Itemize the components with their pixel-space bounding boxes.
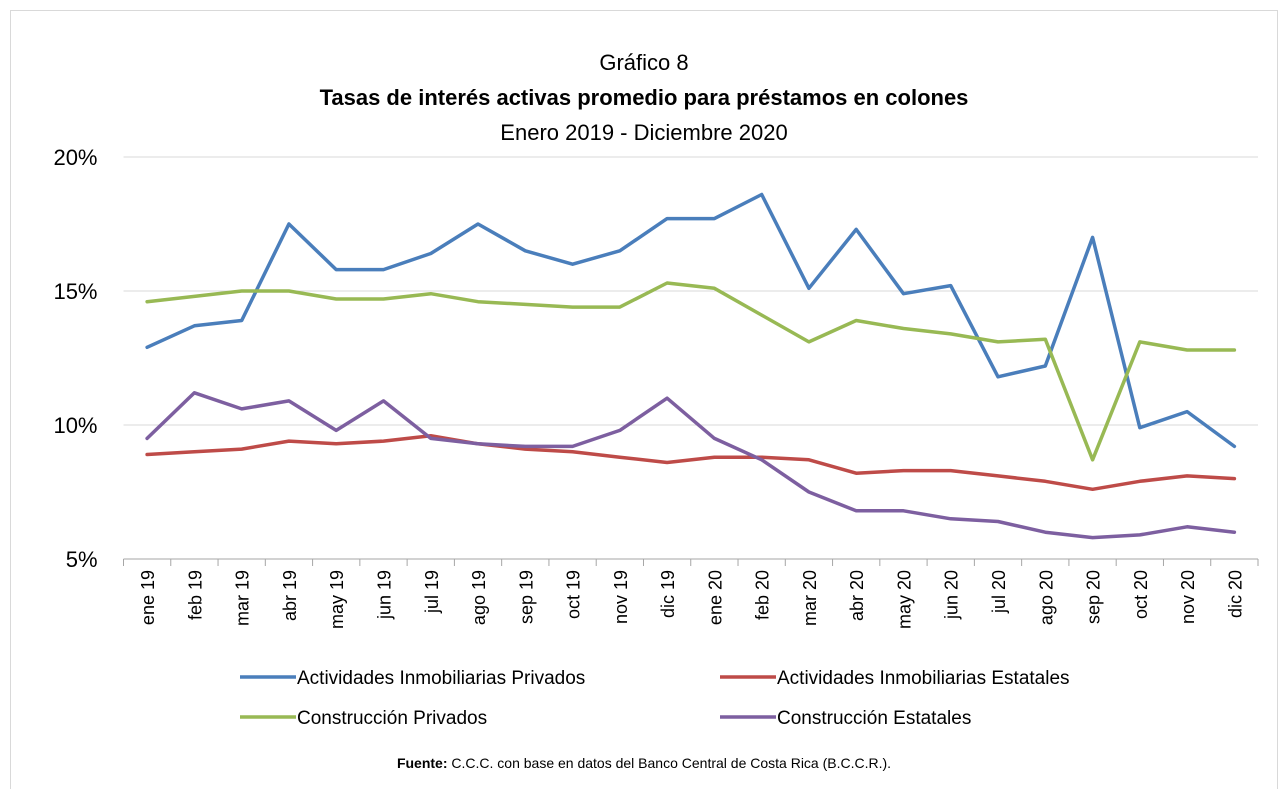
legend-label: Construcción Estatales: [777, 708, 971, 729]
series-line: [145, 391, 1237, 540]
y-tick-label: 5%: [66, 547, 98, 572]
chart-subtitle: Tasas de interés activas promedio para p…: [320, 85, 969, 110]
x-tick-label: ago 20: [1036, 570, 1056, 625]
series-line: [145, 192, 1237, 449]
legend-label: Actividades Inmobiliarias Privados: [297, 668, 585, 689]
x-tick-label: jun 20: [942, 570, 962, 620]
x-tick-label: jun 19: [374, 570, 394, 620]
x-tick-label: abr 19: [280, 570, 300, 621]
x-tick-label: dic 20: [1225, 570, 1245, 618]
x-tick-label: mar 20: [800, 570, 820, 626]
x-tick-label: ene 19: [138, 570, 158, 625]
chart-border: [10, 10, 1278, 789]
series-line: [145, 281, 1237, 462]
x-tick-label: nov 20: [1178, 570, 1198, 624]
x-tick-label: ene 20: [705, 570, 725, 625]
x-tick-label: jul 19: [422, 570, 442, 614]
source-text: C.C.C. con base en datos del Banco Centr…: [448, 755, 892, 771]
x-tick-label: nov 19: [611, 570, 631, 624]
x-tick-label: may 19: [327, 570, 347, 629]
x-tick-label: mar 19: [233, 570, 253, 626]
y-tick-label: 15%: [53, 279, 97, 304]
legend-label: Construcción Privados: [297, 708, 487, 729]
x-tick-label: dic 19: [658, 570, 678, 618]
x-tick-label: feb 20: [753, 570, 773, 620]
x-tick-label: abr 20: [847, 570, 867, 621]
x-tick-label: oct 20: [1131, 570, 1151, 619]
y-tick-label: 10%: [53, 413, 97, 438]
x-tick-label: sep 20: [1084, 570, 1104, 624]
x-tick-label: oct 19: [564, 570, 584, 619]
source-note: Fuente: C.C.C. con base en datos del Ban…: [397, 755, 891, 771]
chart-period: Enero 2019 - Diciembre 2020: [500, 120, 787, 145]
x-tick-label: sep 19: [516, 570, 536, 624]
source-label: Fuente:: [397, 755, 448, 771]
legend-label: Actividades Inmobiliarias Estatales: [777, 668, 1070, 689]
x-tick-label: may 20: [894, 570, 914, 629]
x-tick-label: feb 19: [185, 570, 205, 620]
x-tick-label: jul 20: [989, 570, 1009, 614]
y-tick-label: 20%: [53, 145, 97, 170]
chart-title: Gráfico 8: [599, 50, 688, 75]
x-tick-label: ago 19: [469, 570, 489, 625]
series-line: [145, 433, 1237, 492]
